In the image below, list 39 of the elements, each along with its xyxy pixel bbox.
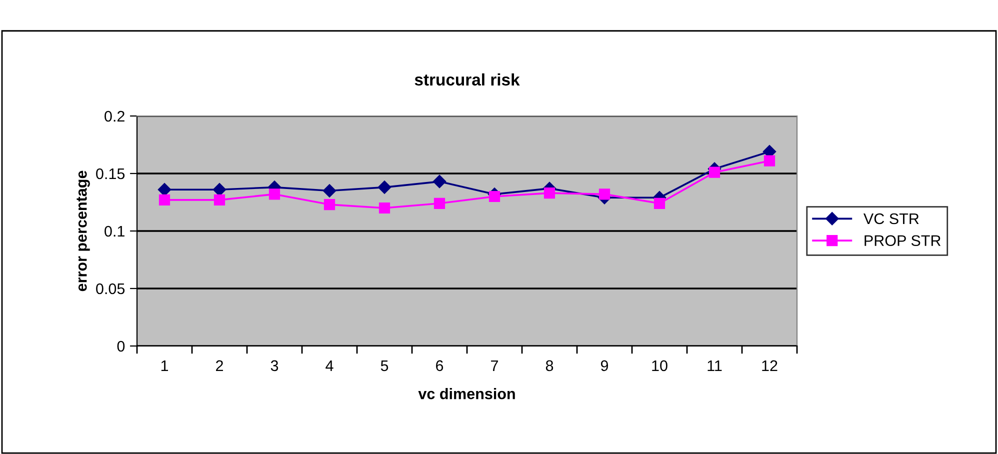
y-tick-label: 0.05 (96, 283, 125, 294)
x-axis-title: vc dimension (418, 388, 515, 400)
point (432, 174, 446, 188)
point (322, 184, 336, 198)
point (158, 183, 172, 196)
point (212, 183, 226, 196)
x-tick-label: 11 (708, 360, 722, 371)
point (378, 202, 390, 214)
y-tick-label: 0 (117, 340, 125, 352)
y-tick-label: 0.1 (104, 226, 124, 237)
point (434, 198, 446, 209)
x-tick-label: 10 (652, 360, 668, 372)
y-tick-label: 0.2 (104, 110, 124, 122)
chart-title: strucural risk (414, 73, 520, 86)
y-tick-label: 0.15 (96, 168, 125, 180)
point (764, 155, 776, 166)
y-axis-title: error percentage (76, 170, 90, 292)
point (708, 166, 720, 178)
x-tick-label: 5 (380, 360, 388, 372)
point (378, 180, 392, 194)
x-tick-label: 7 (491, 360, 498, 371)
x-tick-label: 12 (762, 360, 778, 371)
legend-label: VC STR (863, 213, 919, 224)
x-tick-label: 3 (270, 360, 278, 372)
point (544, 187, 556, 199)
x-tick-label: 9 (600, 360, 608, 372)
point (158, 194, 170, 206)
point (598, 188, 610, 200)
point (654, 198, 666, 209)
x-tick-label: 1 (161, 360, 168, 371)
x-tick-label: 4 (326, 360, 334, 371)
point (268, 188, 280, 200)
x-tick-label: 2 (216, 360, 223, 371)
legend-label: PROP STR (864, 235, 941, 246)
point (488, 190, 500, 202)
x-tick-label: 8 (546, 360, 554, 372)
x-tick-label: 6 (436, 360, 444, 372)
point (214, 194, 226, 206)
point (324, 198, 336, 210)
